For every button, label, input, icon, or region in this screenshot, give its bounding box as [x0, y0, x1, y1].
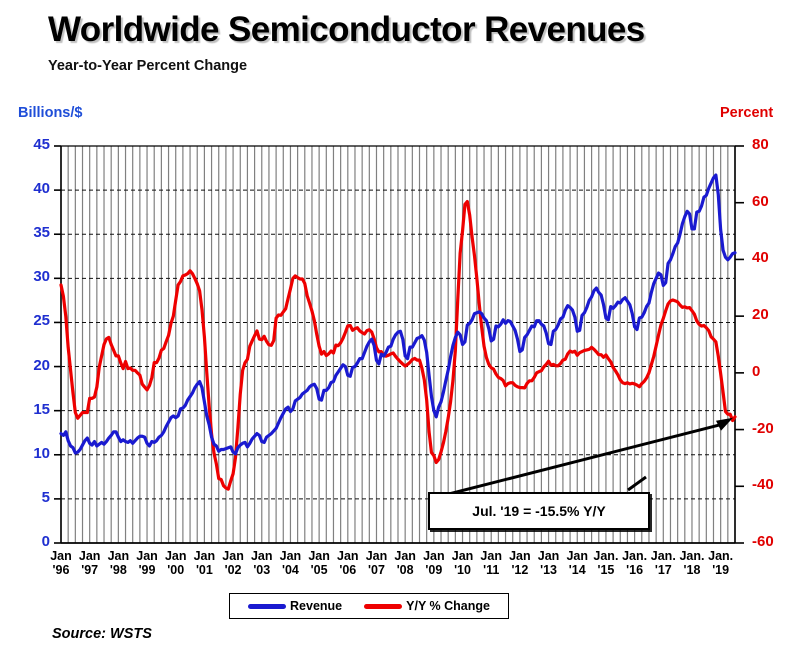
x-axis-tick-label: Jan. '16	[622, 549, 648, 577]
x-axis-tick-label: Jan '11	[480, 549, 502, 577]
right-axis-title: Percent	[720, 105, 774, 121]
left-axis-tick-label: 40	[33, 180, 50, 198]
axis-lines	[54, 145, 744, 544]
legend-swatch-revenue	[248, 603, 287, 609]
series-line-revenue	[59, 173, 737, 456]
left-axis-tick-label: 45	[33, 136, 50, 153]
x-axis-tick-label: Jan '98	[107, 549, 130, 577]
right-axis-tick-label: -20	[752, 419, 774, 437]
x-axis-tick-label: Jan '96	[50, 549, 72, 577]
x-axis-tick-label: Jan '08	[394, 549, 416, 577]
gridlines	[60, 145, 736, 543]
x-axis-tick-label: Jan '06	[337, 549, 359, 577]
right-axis-tick-label: 60	[752, 192, 769, 210]
callout-arrow	[436, 417, 733, 499]
x-axis-tick-label: Jan '99	[136, 549, 158, 577]
right-axis-tick-label: 40	[752, 249, 769, 267]
x-axis-tick-label: Jan '05	[308, 549, 330, 577]
right-axis-tick-label: -40	[752, 476, 774, 494]
left-axis-tick-label: 25	[33, 312, 50, 330]
series-line-yoy-change	[59, 199, 737, 491]
page-subtitle: Year-to-Year Percent Change	[48, 58, 248, 74]
left-axis-tick-label: 20	[33, 356, 50, 374]
callout-box: Jul. '19 = -15.5% Y/Y	[428, 492, 650, 530]
x-axis-tick-label: Jan. '18	[679, 549, 705, 577]
legend-label-yoy-change: Y/Y % Change	[406, 599, 490, 613]
chart-legend: Revenue Y/Y % Change	[229, 593, 509, 619]
page-title: Worldwide Semiconductor Revenues	[48, 10, 645, 49]
right-axis-tick-label: 0	[752, 362, 761, 380]
legend-item-revenue: Revenue	[248, 599, 342, 613]
x-axis-tick-label: Jan '01	[193, 549, 216, 577]
legend-item-yoy-change: Y/Y % Change	[364, 599, 490, 613]
x-axis-tick-label: Jan '12	[509, 549, 531, 577]
legend-label-revenue: Revenue	[290, 599, 343, 613]
callout-label: Jul. '19 = -15.5% Y/Y	[472, 503, 606, 519]
x-axis-tick-label: Jan '97	[78, 549, 101, 577]
x-axis-tick-label: Jan '00	[164, 549, 187, 577]
right-axis-tick-label: -60	[752, 533, 774, 550]
left-axis-tick-label: 15	[33, 400, 50, 418]
x-axis-tick-label: Jan '09	[423, 549, 445, 577]
right-axis-tick-label: 20	[752, 306, 769, 324]
left-axis-title: Billions/$	[18, 105, 83, 121]
x-axis-tick-label: Jan. '19	[708, 549, 734, 577]
left-axis-tick-label: 30	[33, 268, 50, 286]
source-note: Source: WSTS	[52, 626, 152, 642]
x-axis-tick-label: Jan. '15	[593, 549, 619, 577]
x-axis-tick-label: Jan '07	[365, 549, 388, 577]
left-axis-tick-label: 35	[33, 224, 50, 242]
left-axis-tick-label: 5	[41, 488, 50, 506]
x-axis-tick-label: Jan '10	[451, 549, 474, 577]
x-axis-tick-label: Jan '03	[250, 549, 273, 577]
x-axis-tick-label: Jan. '17	[650, 549, 676, 577]
left-axis-tick-label: 10	[33, 444, 50, 462]
x-axis-tick-label: Jan '13	[537, 549, 560, 577]
legend-swatch-yoy-change	[364, 603, 403, 609]
x-axis-tick-label: Jan '02	[222, 549, 244, 577]
right-axis-tick-label: 80	[752, 136, 769, 153]
x-axis-tick-label: Jan '04	[279, 549, 302, 577]
left-axis-tick-label: 0	[41, 533, 50, 550]
x-axis-tick-label: Jan '14	[566, 549, 589, 577]
